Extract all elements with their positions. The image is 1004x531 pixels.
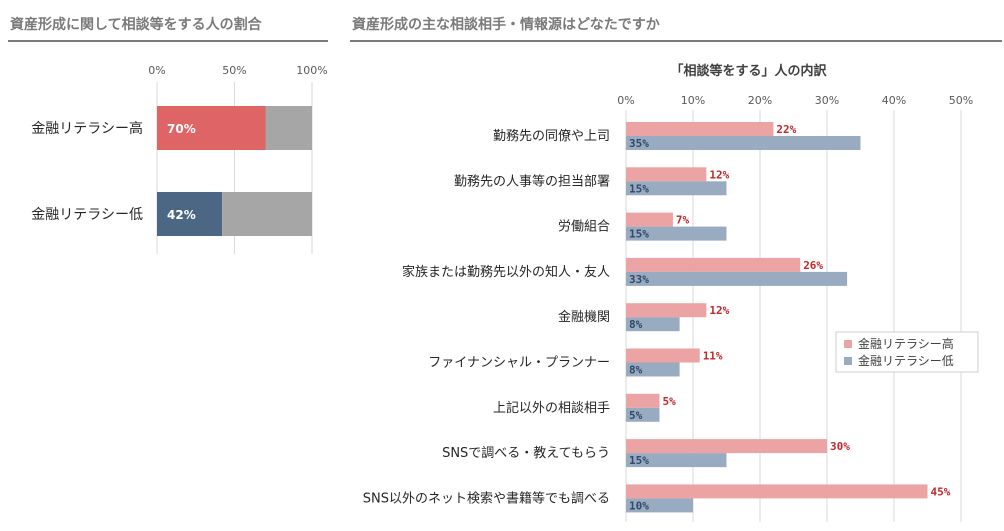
- left-bar-remainder: [265, 106, 312, 150]
- right-chart-title: 「相談等をする」人の内訳: [670, 63, 827, 79]
- right-category-label: 金融機関: [558, 309, 610, 325]
- right-title-rule: [350, 40, 1002, 42]
- right-bar-data-label: 12%: [709, 168, 729, 181]
- right-bar-data-label: 7%: [676, 214, 690, 227]
- right-bar-low: [626, 136, 861, 150]
- left-x-tick-label: 50%: [222, 64, 246, 77]
- right-category-label: SNSで調べる・教えてもらう: [442, 445, 610, 461]
- right-x-tick-label: 10%: [681, 94, 705, 107]
- left-bar-data-label: 42%: [167, 208, 196, 222]
- left-category-label: 金融リテラシー低: [31, 207, 143, 223]
- right-bar-data-label: 15%: [629, 228, 649, 241]
- right-bar-high: [626, 257, 801, 272]
- right-bar-data-label: 5%: [663, 395, 677, 408]
- right-category-label: 勤務先の同僚や上司: [493, 129, 610, 144]
- left-x-tick-label: 0%: [148, 64, 165, 77]
- right-bar-high: [626, 393, 660, 408]
- right-bar-high: [626, 484, 928, 499]
- left-bar-value: [157, 106, 266, 150]
- right-bar-data-label: 26%: [803, 259, 823, 272]
- right-x-tick-label: 30%: [815, 94, 839, 107]
- right-bar-low: [626, 498, 693, 513]
- left-bar-remainder: [222, 192, 312, 236]
- left-panel-title: 資産形成に関して相談等をする人の割合: [10, 17, 262, 33]
- right-bar-data-label: 45%: [931, 485, 951, 498]
- right-x-tick-label: 50%: [949, 94, 973, 107]
- legend-box: [835, 331, 979, 373]
- right-bar-low: [626, 317, 680, 332]
- right-bar-data-label: 5%: [629, 409, 643, 422]
- left-title-rule: [8, 40, 328, 42]
- right-bar-low: [626, 362, 680, 377]
- right-bar-data-label: 33%: [629, 273, 649, 286]
- right-bar-data-label: 35%: [629, 137, 649, 150]
- left-bar-data-label: 70%: [167, 122, 196, 136]
- right-bar-data-label: 30%: [830, 440, 850, 453]
- right-bar-low: [626, 181, 727, 196]
- right-bar-data-label: 8%: [629, 318, 643, 331]
- right-category-label: ファイナンシャル・プランナー: [428, 356, 610, 371]
- right-category-label: 上記以外の相談相手: [493, 400, 610, 416]
- right-x-tick-label: 40%: [882, 94, 906, 107]
- legend-label: 金融リテラシー低: [858, 353, 954, 368]
- right-bar-low: [626, 407, 660, 422]
- right-bar-low: [626, 271, 848, 286]
- right-bar-high: [626, 303, 707, 318]
- right-bar-data-label: 12%: [709, 304, 729, 317]
- legend-label: 金融リテラシー高: [858, 336, 954, 351]
- legend-swatch: [844, 340, 852, 348]
- right-bar-high: [626, 439, 827, 454]
- right-panel-title: 資産形成の主な相談相手・情報源はどなたですか: [352, 17, 660, 33]
- right-x-tick-label: 0%: [617, 94, 634, 107]
- left-bar-value: [157, 192, 223, 236]
- right-bar-data-label: 22%: [776, 123, 796, 136]
- left-x-tick-label: 100%: [296, 64, 327, 77]
- right-bar-data-label: 11%: [703, 350, 723, 363]
- right-bar-data-label: 8%: [629, 364, 643, 377]
- right-bar-high: [626, 348, 700, 363]
- left-category-label: 金融リテラシー高: [31, 120, 143, 137]
- right-category-label: 勤務先の人事等の担当部署: [454, 173, 610, 189]
- right-bar-low: [626, 226, 727, 241]
- right-bar-data-label: 10%: [629, 499, 649, 512]
- right-bar-high: [626, 122, 774, 136]
- right-bar-high: [626, 167, 707, 182]
- right-bar-high: [626, 212, 673, 227]
- right-bar-data-label: 15%: [629, 182, 649, 195]
- right-category-label: SNS以外のネット検索や書籍等でも調べる: [363, 490, 610, 506]
- right-category-label: 労働組合: [558, 220, 610, 235]
- right-category-label: 家族または勤務先以外の知人・友人: [402, 264, 610, 280]
- right-bar-data-label: 15%: [629, 454, 649, 467]
- legend-swatch: [844, 357, 852, 365]
- right-bar-low: [626, 453, 727, 468]
- right-x-tick-label: 20%: [748, 94, 772, 107]
